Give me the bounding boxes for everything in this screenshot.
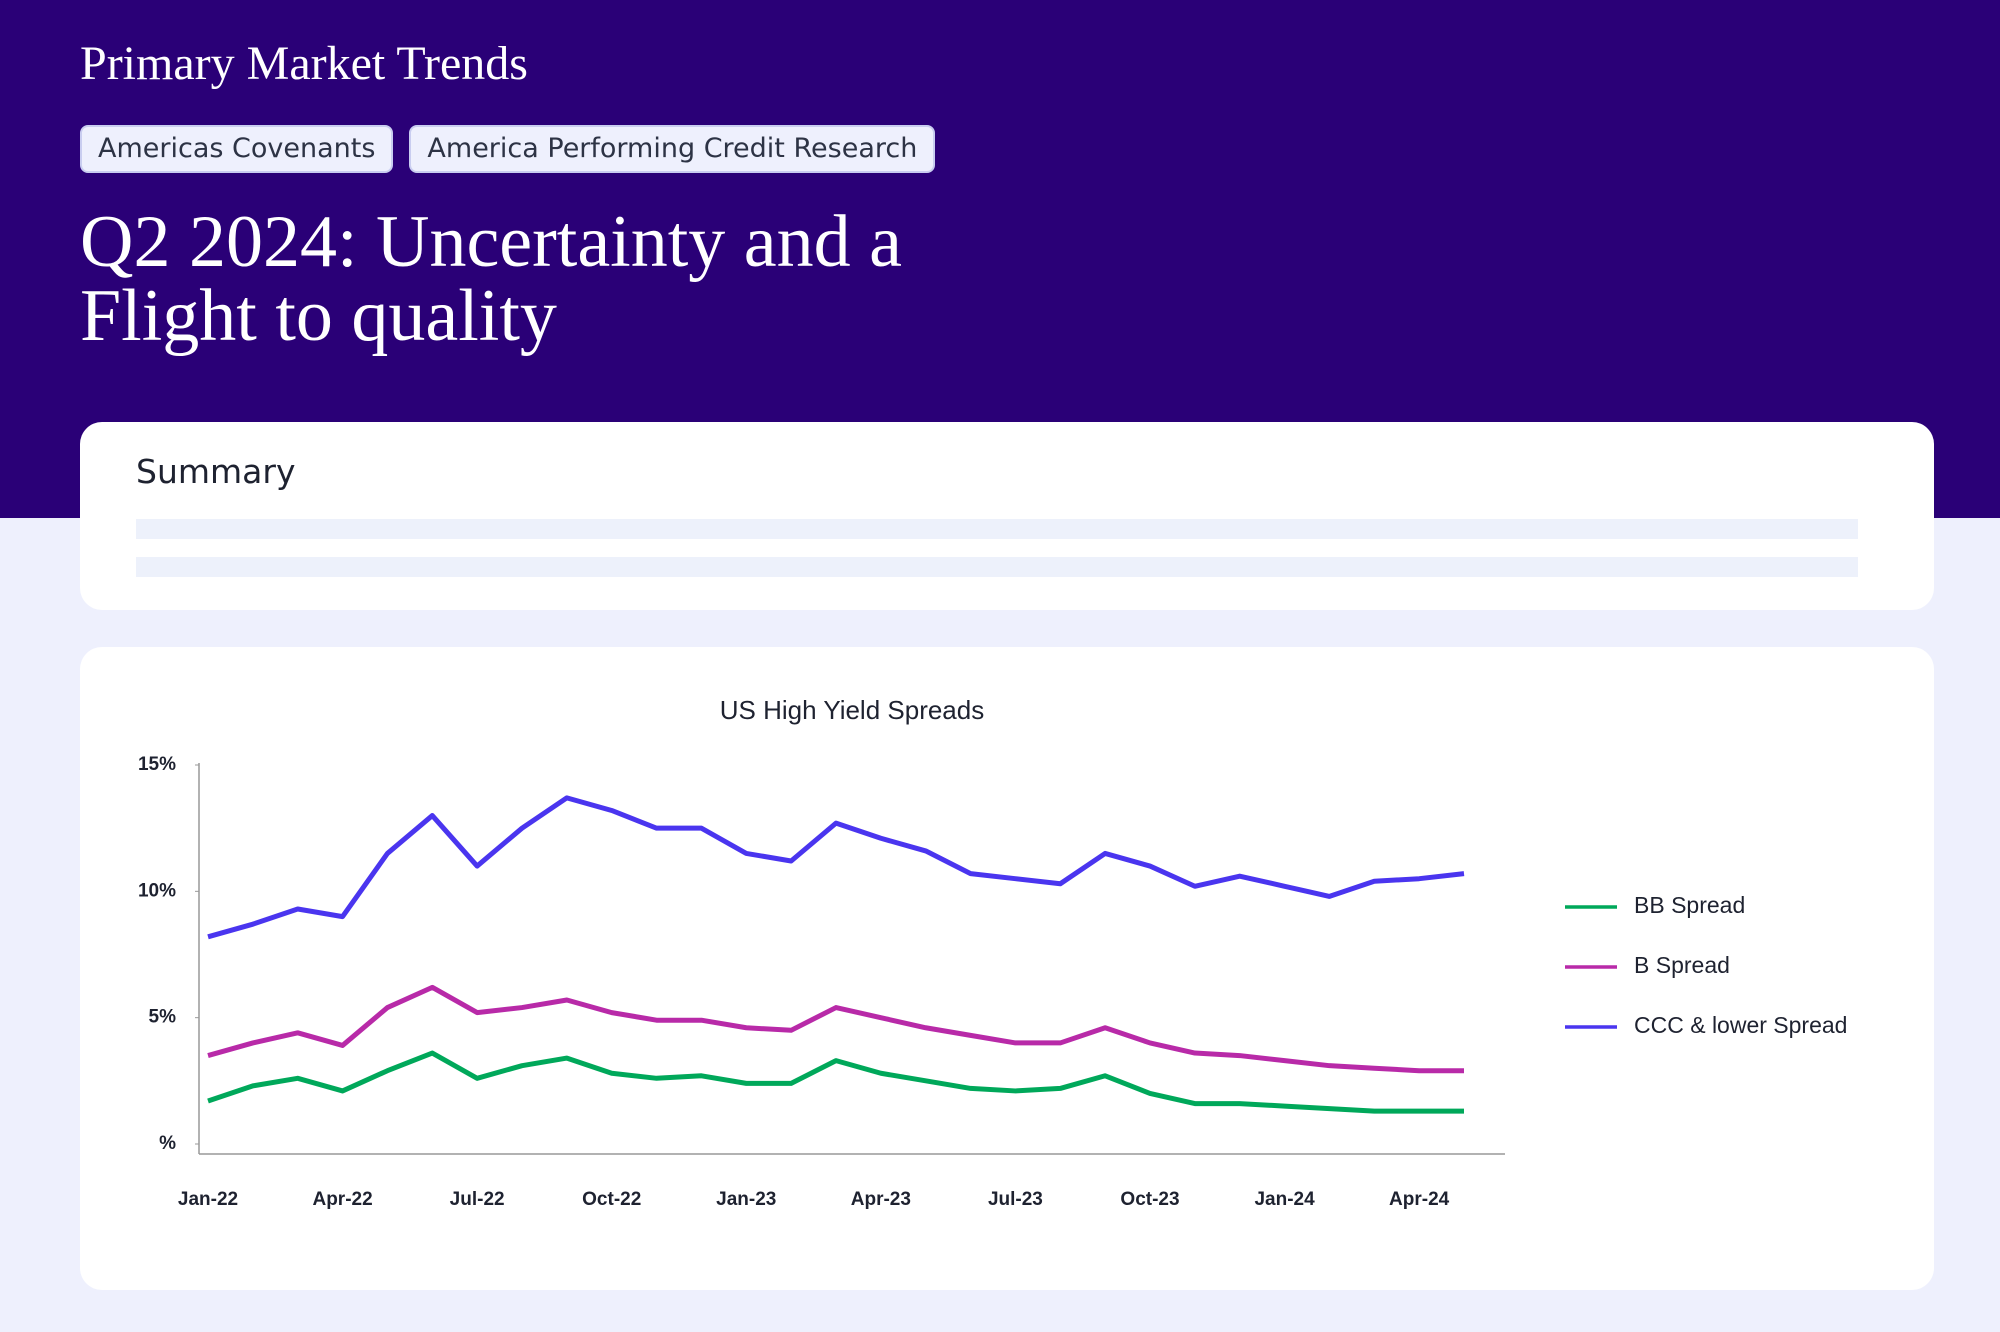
tag[interactable]: Americas Covenants — [80, 125, 394, 173]
y-tick-label: 5% — [149, 1007, 177, 1028]
x-tick-label: Oct-23 — [1120, 1189, 1179, 1210]
y-tick-label: 10% — [138, 880, 176, 901]
x-tick-label: Oct-22 — [582, 1189, 641, 1210]
x-tick-label: Jul-23 — [988, 1189, 1043, 1210]
legend-label: B Spread — [1634, 952, 1730, 978]
summary-title: Summary — [136, 452, 296, 491]
y-tick-label: % — [159, 1133, 176, 1154]
chart-title: US High Yield Spreads — [720, 695, 984, 725]
x-tick-label: Apr-22 — [312, 1189, 372, 1210]
tag[interactable]: America Performing Credit Research — [409, 125, 936, 173]
x-tick-label: Apr-24 — [1389, 1189, 1450, 1210]
series-line — [207, 1050, 1464, 1114]
legend-label: CCC & lower Spread — [1634, 1012, 1847, 1038]
x-tick-label: Jan-23 — [716, 1189, 776, 1210]
series-line — [207, 795, 1465, 940]
x-tick-label: Jan-24 — [1254, 1189, 1315, 1210]
tags: Americas Covenants America Performing Cr… — [80, 125, 936, 173]
x-tick-label: Jul-22 — [450, 1189, 505, 1210]
placeholder — [136, 519, 1858, 539]
series-line — [207, 984, 1464, 1074]
x-tick-label: Apr-23 — [851, 1189, 911, 1210]
placeholder — [136, 557, 1858, 577]
summary-card: Summary — [80, 422, 1934, 610]
legend-label: BB Spread — [1634, 892, 1745, 918]
page-title: Primary Market Trends — [80, 37, 528, 90]
x-tick-label: Jan-22 — [178, 1189, 238, 1210]
y-tick-label: 15% — [138, 754, 176, 775]
chart-card: US High Yield Spreads % 5% 10% 15% Jan-22 Apr… — [80, 647, 1934, 1290]
headline: Q2 2024: Uncertainty and a Flight to qua… — [80, 201, 902, 357]
chart: US High Yield Spreads % 5% 10% 15% Jan-22 Apr… — [138, 695, 1848, 1210]
